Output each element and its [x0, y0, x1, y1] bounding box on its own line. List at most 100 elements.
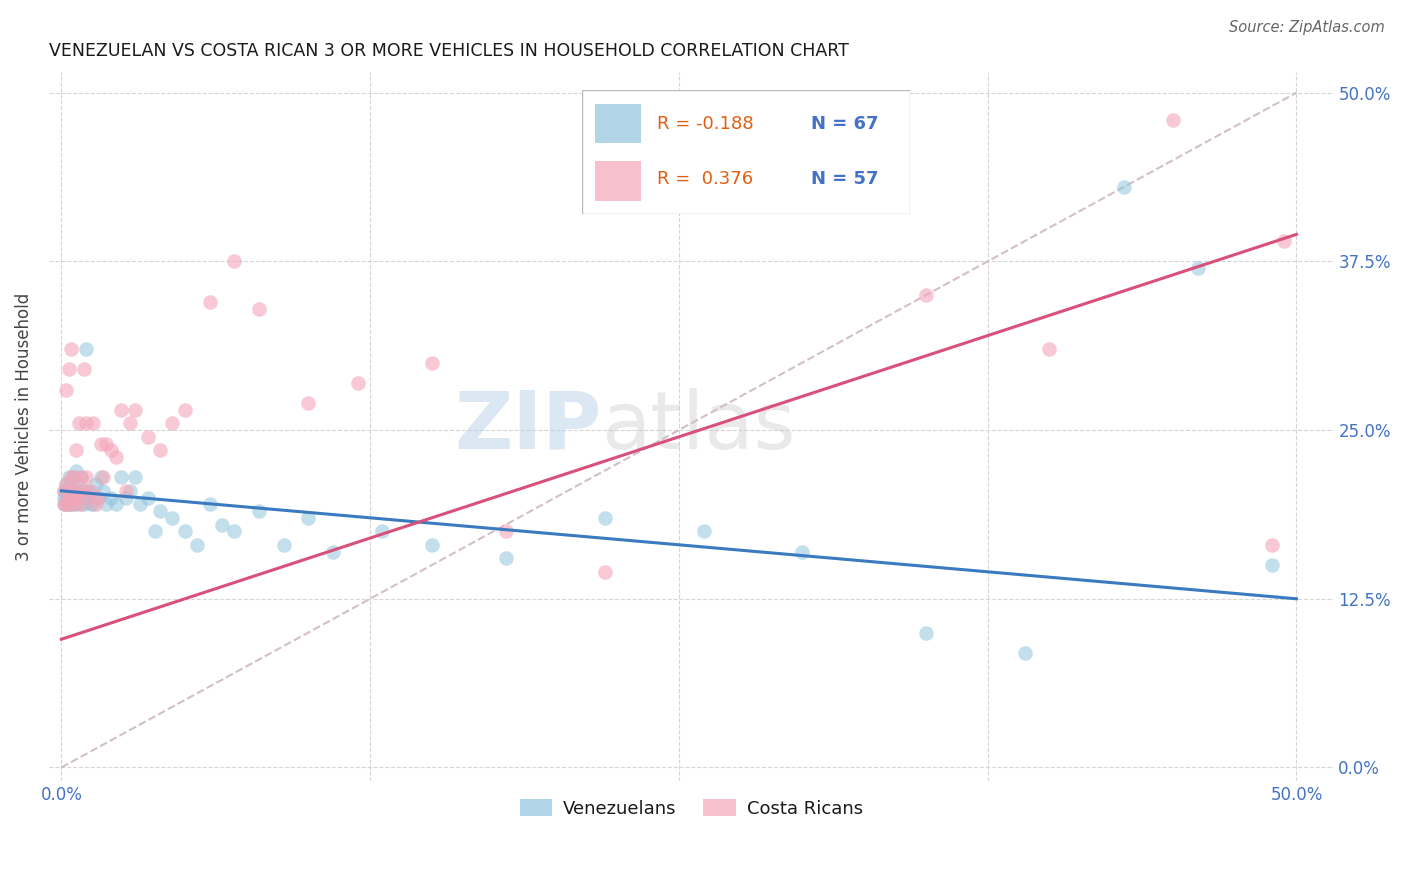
Point [55, 383, 77, 397]
Point [62, 497, 84, 511]
Y-axis label: 3 or more Vehicles in Household: 3 or more Vehicles in Household [15, 293, 32, 561]
Point [55, 483, 77, 498]
Point [371, 524, 394, 539]
Point [1038, 342, 1060, 356]
Point [58, 491, 80, 505]
Point [420, 356, 443, 370]
Point [58, 483, 80, 498]
Point [593, 511, 616, 525]
Point [58, 483, 80, 498]
Point [84, 477, 107, 491]
Point [67, 483, 90, 498]
Point [55, 477, 77, 491]
Point [198, 497, 221, 511]
Point [55, 491, 77, 505]
Point [62, 483, 84, 498]
Point [104, 450, 127, 464]
Point [224, 524, 246, 539]
Point [593, 565, 616, 579]
Point [90, 470, 112, 484]
Point [1112, 180, 1135, 194]
Point [77, 483, 100, 498]
Point [70, 470, 93, 484]
Point [84, 497, 107, 511]
Point [297, 396, 319, 410]
Text: atlas: atlas [602, 388, 796, 466]
Point [129, 497, 152, 511]
Point [91, 470, 114, 484]
Point [60, 342, 83, 356]
Point [211, 517, 233, 532]
Point [82, 497, 104, 511]
Point [75, 342, 97, 356]
Point [1187, 261, 1209, 276]
Point [1272, 234, 1295, 248]
Point [94, 436, 117, 450]
Point [173, 524, 195, 539]
Point [58, 497, 80, 511]
Point [62, 470, 84, 484]
Point [162, 511, 184, 525]
Point [60, 491, 83, 505]
Point [58, 470, 80, 484]
Point [60, 477, 83, 491]
Point [100, 443, 122, 458]
Point [322, 544, 344, 558]
Point [120, 483, 142, 498]
Point [495, 524, 517, 539]
Point [915, 625, 938, 640]
Point [67, 497, 90, 511]
Point [75, 470, 97, 484]
Text: ZIP: ZIP [454, 388, 602, 466]
Point [915, 288, 938, 302]
Point [420, 538, 443, 552]
Point [136, 491, 159, 505]
Point [120, 417, 142, 431]
Point [94, 497, 117, 511]
Point [55, 477, 77, 491]
Point [247, 301, 270, 316]
Point [75, 491, 97, 505]
Point [1261, 558, 1284, 572]
Point [104, 497, 127, 511]
Point [792, 120, 814, 134]
Point [60, 491, 83, 505]
Point [65, 491, 87, 505]
Point [62, 483, 84, 498]
Point [186, 538, 208, 552]
Point [692, 99, 714, 113]
Point [62, 497, 84, 511]
Point [75, 417, 97, 431]
Point [82, 417, 104, 431]
Point [297, 511, 319, 525]
Point [173, 402, 195, 417]
Point [62, 470, 84, 484]
Point [224, 254, 246, 268]
Point [52, 483, 75, 498]
Point [70, 470, 93, 484]
Point [90, 436, 112, 450]
Point [1014, 646, 1036, 660]
Point [91, 483, 114, 498]
Point [143, 524, 166, 539]
Point [346, 376, 368, 390]
Point [65, 443, 87, 458]
Point [72, 483, 94, 498]
Text: VENEZUELAN VS COSTA RICAN 3 OR MORE VEHICLES IN HOUSEHOLD CORRELATION CHART: VENEZUELAN VS COSTA RICAN 3 OR MORE VEHI… [49, 42, 849, 60]
Point [58, 362, 80, 376]
Point [124, 470, 146, 484]
Legend: Venezuelans, Costa Ricans: Venezuelans, Costa Ricans [512, 792, 870, 825]
Point [60, 470, 83, 484]
Point [1161, 112, 1184, 127]
Point [70, 491, 93, 505]
Point [72, 497, 94, 511]
Text: Source: ZipAtlas.com: Source: ZipAtlas.com [1229, 20, 1385, 35]
Point [77, 491, 100, 505]
Point [247, 504, 270, 518]
Point [65, 464, 87, 478]
Point [495, 551, 517, 566]
Point [55, 497, 77, 511]
Point [87, 491, 110, 505]
Point [55, 497, 77, 511]
Point [67, 483, 90, 498]
